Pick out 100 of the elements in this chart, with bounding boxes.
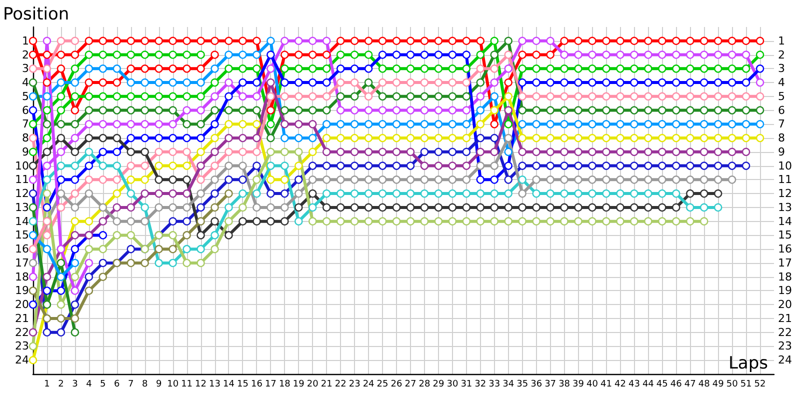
y2-tick-label: 20 <box>778 298 792 312</box>
y-tick-label: 10 <box>15 159 29 172</box>
y2-tick-label: 6 <box>778 104 785 117</box>
x-tick-label: 46 <box>670 380 682 390</box>
x-tick-label: 3 <box>72 380 78 390</box>
x-tick-label: 23 <box>348 380 360 390</box>
x-tick-label: 40 <box>586 380 598 390</box>
y2-tick-label: 14 <box>778 214 792 228</box>
y-tick-label: 11 <box>15 173 29 186</box>
x-tick-label: 5 <box>100 380 106 390</box>
x-tick-label: 39 <box>572 380 584 390</box>
y2-tick-label: 21 <box>778 312 792 325</box>
x-axis-title: Laps <box>728 354 768 374</box>
y-tick-label: 22 <box>15 326 29 339</box>
y2-tick-label: 5 <box>778 90 785 103</box>
y-tick-label: 1 <box>22 34 29 48</box>
x-tick-label: 37 <box>544 380 556 390</box>
x-tick-label: 30 <box>446 380 458 390</box>
y2-tick-label: 19 <box>778 284 792 298</box>
x-tick-label: 34 <box>502 380 514 390</box>
x-tick-label: 4 <box>86 380 92 390</box>
y2-tick-label: 24 <box>778 354 792 367</box>
y-tick-label: 9 <box>22 145 29 158</box>
x-tick-label: 10 <box>167 380 179 390</box>
y-tick-label: 23 <box>15 340 29 353</box>
y2-tick-label: 11 <box>778 173 792 186</box>
x-tick-label: 12 <box>195 380 206 390</box>
y2-tick-label: 18 <box>778 270 792 284</box>
x-tick-label: 36 <box>530 380 542 390</box>
x-tick-label: 28 <box>418 380 430 390</box>
y2-tick-label: 22 <box>778 326 792 339</box>
y-tick-label: 16 <box>15 242 29 256</box>
x-tick-label: 7 <box>128 380 134 390</box>
x-tick-label: 45 <box>656 380 668 390</box>
x-tick-label: 1 <box>44 380 50 390</box>
y-axis-title: Position <box>3 4 70 24</box>
x-tick-label: 24 <box>362 380 375 390</box>
x-tick-label: 52 <box>754 380 766 390</box>
x-tick-label: 22 <box>334 380 346 390</box>
y-tick-label: 8 <box>22 132 29 145</box>
y2-tick-label: 16 <box>778 242 792 256</box>
x-tick-label: 29 <box>432 380 444 390</box>
y-tick-label: 18 <box>15 270 29 284</box>
y-tick-label: 20 <box>15 298 29 312</box>
x-tick-label: 42 <box>614 380 626 390</box>
x-tick-label: 20 <box>306 380 319 390</box>
y-tick-label: 5 <box>22 90 29 103</box>
y2-tick-label: 3 <box>778 62 785 76</box>
x-tick-label: 49 <box>712 380 724 390</box>
y2-tick-label: 13 <box>778 200 792 214</box>
x-tick-label: 32 <box>474 380 486 390</box>
y-tick-label: 21 <box>15 312 29 325</box>
y-tick-label: 4 <box>22 76 29 90</box>
y-tick-label: 14 <box>15 214 29 228</box>
y2-tick-label: 17 <box>778 256 792 270</box>
x-tick-label: 17 <box>264 380 276 390</box>
y-tick-label: 15 <box>15 228 29 242</box>
x-tick-label: 8 <box>142 380 148 390</box>
x-tick-label: 47 <box>684 380 696 390</box>
x-tick-label: 6 <box>114 380 120 390</box>
y2-tick-label: 8 <box>778 132 785 145</box>
y2-tick-label: 10 <box>778 159 792 172</box>
x-tick-label: 15 <box>236 380 248 390</box>
y2-tick-label: 12 <box>778 187 792 200</box>
y-tick-label: 19 <box>15 284 29 298</box>
y2-tick-label: 2 <box>778 48 785 62</box>
x-tick-label: 14 <box>223 380 235 390</box>
y-tick-label: 13 <box>15 200 29 214</box>
y2-tick-label: 7 <box>778 118 785 131</box>
x-tick-label: 26 <box>390 380 403 390</box>
x-tick-label: 21 <box>320 380 332 390</box>
x-tick-label: 2 <box>58 380 64 390</box>
x-tick-label: 19 <box>292 380 305 390</box>
y2-tick-label: 15 <box>778 228 792 242</box>
y-tick-label: 12 <box>15 187 29 200</box>
y-tick-label: 24 <box>15 354 29 367</box>
x-tick-label: 43 <box>628 380 640 390</box>
y2-tick-label: 9 <box>778 145 785 158</box>
x-tick-label: 50 <box>726 380 738 390</box>
x-tick-label: 27 <box>404 380 416 390</box>
x-tick-label: 48 <box>698 380 710 390</box>
x-tick-label: 51 <box>740 380 752 390</box>
x-tick-label: 31 <box>460 380 472 390</box>
x-tick-label: 25 <box>376 380 388 390</box>
x-tick-label: 13 <box>209 380 220 390</box>
y-tick-label: 2 <box>22 48 29 62</box>
y2-tick-label: 4 <box>778 76 785 90</box>
x-tick-label: 33 <box>488 380 500 390</box>
x-tick-label: 18 <box>278 380 291 390</box>
y-tick-label: 7 <box>22 118 29 131</box>
y-tick-label: 3 <box>22 62 29 76</box>
x-tick-label: 9 <box>156 380 162 390</box>
y-tick-label: 17 <box>15 256 29 270</box>
y-tick-label: 6 <box>22 104 29 117</box>
y2-tick-label: 1 <box>778 34 785 48</box>
x-tick-label: 41 <box>600 380 612 390</box>
y2-tick-label: 23 <box>778 340 792 353</box>
x-tick-label: 35 <box>516 380 528 390</box>
x-tick-label: 11 <box>181 380 193 390</box>
x-tick-label: 38 <box>558 380 570 390</box>
